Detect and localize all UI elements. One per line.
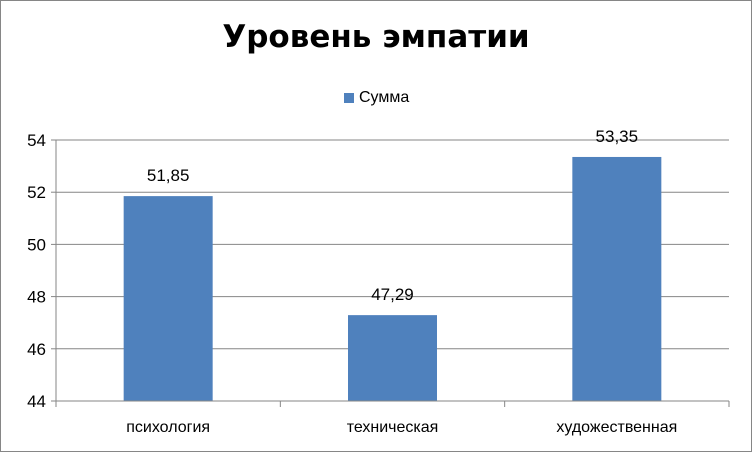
legend: Сумма (344, 88, 409, 108)
labels: 51,85 психология 47,29 техническая 53,35 худо… (126, 127, 677, 436)
legend-label: Сумма (359, 89, 410, 106)
legend-swatch (344, 93, 354, 103)
axes: 44 46 48 50 52 54 (27, 131, 730, 411)
y-tick-label: 44 (27, 392, 46, 411)
y-tick-label: 46 (27, 340, 46, 359)
data-label-1: 47,29 (371, 285, 414, 304)
category-label-1: техническая (347, 419, 439, 436)
bars (123, 156, 662, 401)
data-label-0: 51,85 (147, 166, 190, 185)
category-label-2: художественная (556, 419, 677, 436)
y-tick-label: 48 (27, 288, 46, 307)
category-label-0: психология (126, 419, 210, 436)
y-tick-label: 50 (27, 235, 46, 254)
bar-2 (572, 156, 662, 401)
y-tick-label: 52 (27, 183, 46, 202)
data-label-2: 53,35 (596, 127, 639, 146)
bar-0 (123, 196, 213, 401)
chart-title: Уровень эмпатии (222, 19, 530, 55)
y-tick-label: 54 (27, 131, 46, 150)
bar-1 (348, 315, 437, 401)
